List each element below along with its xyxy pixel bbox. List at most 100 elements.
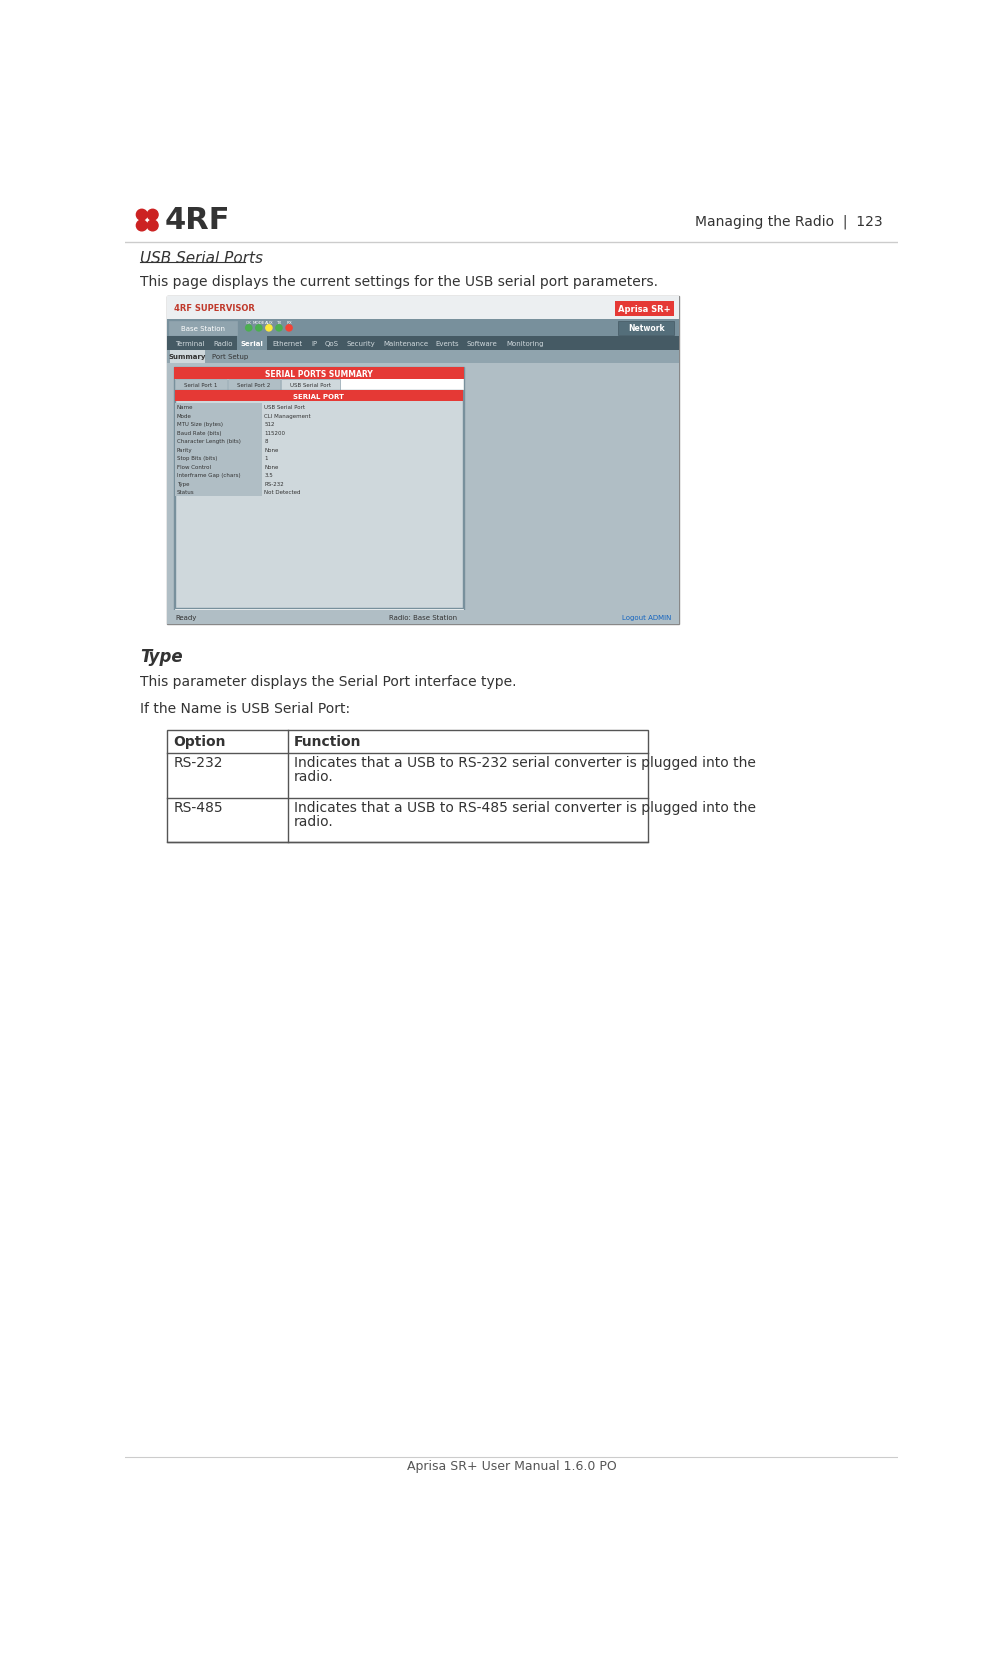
Text: Character Length (bits): Character Length (bits) bbox=[177, 439, 241, 444]
FancyBboxPatch shape bbox=[262, 437, 462, 445]
Text: Ethernet: Ethernet bbox=[272, 341, 302, 348]
Text: CLI Management: CLI Management bbox=[264, 414, 310, 419]
FancyBboxPatch shape bbox=[175, 453, 261, 462]
Text: Events: Events bbox=[435, 341, 459, 348]
Text: Status: Status bbox=[177, 490, 195, 495]
Text: MTU Size (bytes): MTU Size (bytes) bbox=[177, 422, 223, 427]
Text: Flow Control: Flow Control bbox=[177, 465, 211, 470]
Circle shape bbox=[255, 326, 261, 331]
FancyBboxPatch shape bbox=[175, 462, 261, 472]
Text: Serial: Serial bbox=[241, 341, 263, 348]
FancyBboxPatch shape bbox=[281, 381, 339, 391]
FancyBboxPatch shape bbox=[175, 404, 261, 412]
Circle shape bbox=[148, 210, 158, 220]
FancyBboxPatch shape bbox=[168, 611, 679, 624]
FancyBboxPatch shape bbox=[175, 391, 463, 609]
FancyBboxPatch shape bbox=[168, 298, 679, 319]
Text: OK: OK bbox=[246, 321, 251, 324]
Text: IP: IP bbox=[311, 341, 317, 348]
Text: Serial Port 2: Serial Port 2 bbox=[238, 382, 270, 387]
FancyBboxPatch shape bbox=[616, 301, 675, 318]
Text: RS-485: RS-485 bbox=[174, 801, 224, 814]
Text: USB Serial Port: USB Serial Port bbox=[264, 405, 305, 410]
Text: Serial Port 1: Serial Port 1 bbox=[185, 382, 218, 387]
FancyBboxPatch shape bbox=[175, 381, 227, 391]
Circle shape bbox=[137, 210, 148, 220]
FancyBboxPatch shape bbox=[262, 462, 462, 472]
FancyBboxPatch shape bbox=[175, 420, 261, 429]
FancyBboxPatch shape bbox=[262, 404, 462, 412]
Text: QoS: QoS bbox=[324, 341, 338, 348]
Text: This page displays the current settings for the USB serial port parameters.: This page displays the current settings … bbox=[141, 275, 659, 288]
Text: 115200: 115200 bbox=[264, 430, 285, 435]
FancyBboxPatch shape bbox=[229, 381, 279, 391]
Text: 3.5: 3.5 bbox=[264, 473, 273, 478]
FancyBboxPatch shape bbox=[168, 351, 679, 364]
FancyBboxPatch shape bbox=[237, 338, 267, 351]
Text: Radio: Base Station: Radio: Base Station bbox=[389, 614, 457, 621]
Text: USB Serial Port: USB Serial Port bbox=[290, 382, 331, 387]
Text: Aprisa SR+: Aprisa SR+ bbox=[619, 305, 671, 314]
Text: Network: Network bbox=[628, 324, 665, 333]
FancyBboxPatch shape bbox=[175, 412, 261, 420]
Text: Type: Type bbox=[177, 482, 190, 487]
Text: SERIAL PORT: SERIAL PORT bbox=[293, 394, 344, 399]
FancyBboxPatch shape bbox=[175, 437, 261, 445]
Text: radio.: radio. bbox=[293, 814, 333, 828]
FancyBboxPatch shape bbox=[619, 321, 675, 336]
FancyBboxPatch shape bbox=[175, 391, 463, 402]
FancyBboxPatch shape bbox=[262, 445, 462, 453]
Text: Interframe Gap (chars): Interframe Gap (chars) bbox=[177, 473, 241, 478]
FancyBboxPatch shape bbox=[168, 730, 648, 842]
FancyBboxPatch shape bbox=[262, 480, 462, 488]
Text: If the Name is USB Serial Port:: If the Name is USB Serial Port: bbox=[141, 702, 350, 717]
Text: Baud Rate (bits): Baud Rate (bits) bbox=[177, 430, 222, 435]
Text: RS-232: RS-232 bbox=[264, 482, 284, 487]
Text: 4RF: 4RF bbox=[165, 205, 231, 235]
Text: Name: Name bbox=[177, 405, 194, 410]
Text: Security: Security bbox=[346, 341, 375, 348]
Text: Port Setup: Port Setup bbox=[212, 354, 248, 361]
Text: This parameter displays the Serial Port interface type.: This parameter displays the Serial Port … bbox=[141, 674, 517, 688]
FancyBboxPatch shape bbox=[262, 429, 462, 437]
Text: Indicates that a USB to RS-232 serial converter is plugged into the: Indicates that a USB to RS-232 serial co… bbox=[293, 756, 755, 770]
Text: TX: TX bbox=[276, 321, 281, 324]
FancyBboxPatch shape bbox=[262, 488, 462, 496]
Text: RX: RX bbox=[286, 321, 292, 324]
Text: Ready: Ready bbox=[175, 614, 197, 621]
Text: Type: Type bbox=[141, 647, 183, 665]
Text: Function: Function bbox=[293, 735, 361, 748]
Text: 512: 512 bbox=[264, 422, 274, 427]
Text: Software: Software bbox=[467, 341, 498, 348]
FancyBboxPatch shape bbox=[262, 420, 462, 429]
Circle shape bbox=[246, 326, 251, 331]
FancyBboxPatch shape bbox=[168, 338, 679, 351]
FancyBboxPatch shape bbox=[262, 453, 462, 462]
Text: Radio: Radio bbox=[214, 341, 233, 348]
FancyBboxPatch shape bbox=[262, 412, 462, 420]
Text: 8: 8 bbox=[264, 439, 267, 444]
FancyBboxPatch shape bbox=[262, 472, 462, 480]
Text: Parity: Parity bbox=[177, 447, 193, 452]
FancyBboxPatch shape bbox=[169, 321, 238, 336]
Circle shape bbox=[275, 326, 282, 331]
Text: None: None bbox=[264, 465, 278, 470]
FancyBboxPatch shape bbox=[175, 472, 261, 480]
Text: Logout ADMIN: Logout ADMIN bbox=[622, 614, 671, 621]
Text: 4RF SUPERVISOR: 4RF SUPERVISOR bbox=[174, 305, 254, 313]
FancyBboxPatch shape bbox=[175, 488, 261, 496]
Text: Summary: Summary bbox=[169, 354, 207, 361]
FancyBboxPatch shape bbox=[175, 480, 261, 488]
Text: Base Station: Base Station bbox=[181, 326, 225, 331]
Text: AUX: AUX bbox=[264, 321, 273, 324]
FancyBboxPatch shape bbox=[168, 364, 679, 624]
FancyBboxPatch shape bbox=[174, 367, 464, 381]
Text: Aprisa SR+ User Manual 1.6.0 PO: Aprisa SR+ User Manual 1.6.0 PO bbox=[406, 1458, 617, 1471]
Text: Mode: Mode bbox=[177, 414, 192, 419]
Text: Not Detected: Not Detected bbox=[264, 490, 300, 495]
Text: USB Serial Ports: USB Serial Ports bbox=[141, 252, 263, 266]
Text: Maintenance: Maintenance bbox=[383, 341, 428, 348]
FancyBboxPatch shape bbox=[174, 367, 464, 614]
Text: radio.: radio. bbox=[293, 770, 333, 783]
Text: Monitoring: Monitoring bbox=[507, 341, 544, 348]
